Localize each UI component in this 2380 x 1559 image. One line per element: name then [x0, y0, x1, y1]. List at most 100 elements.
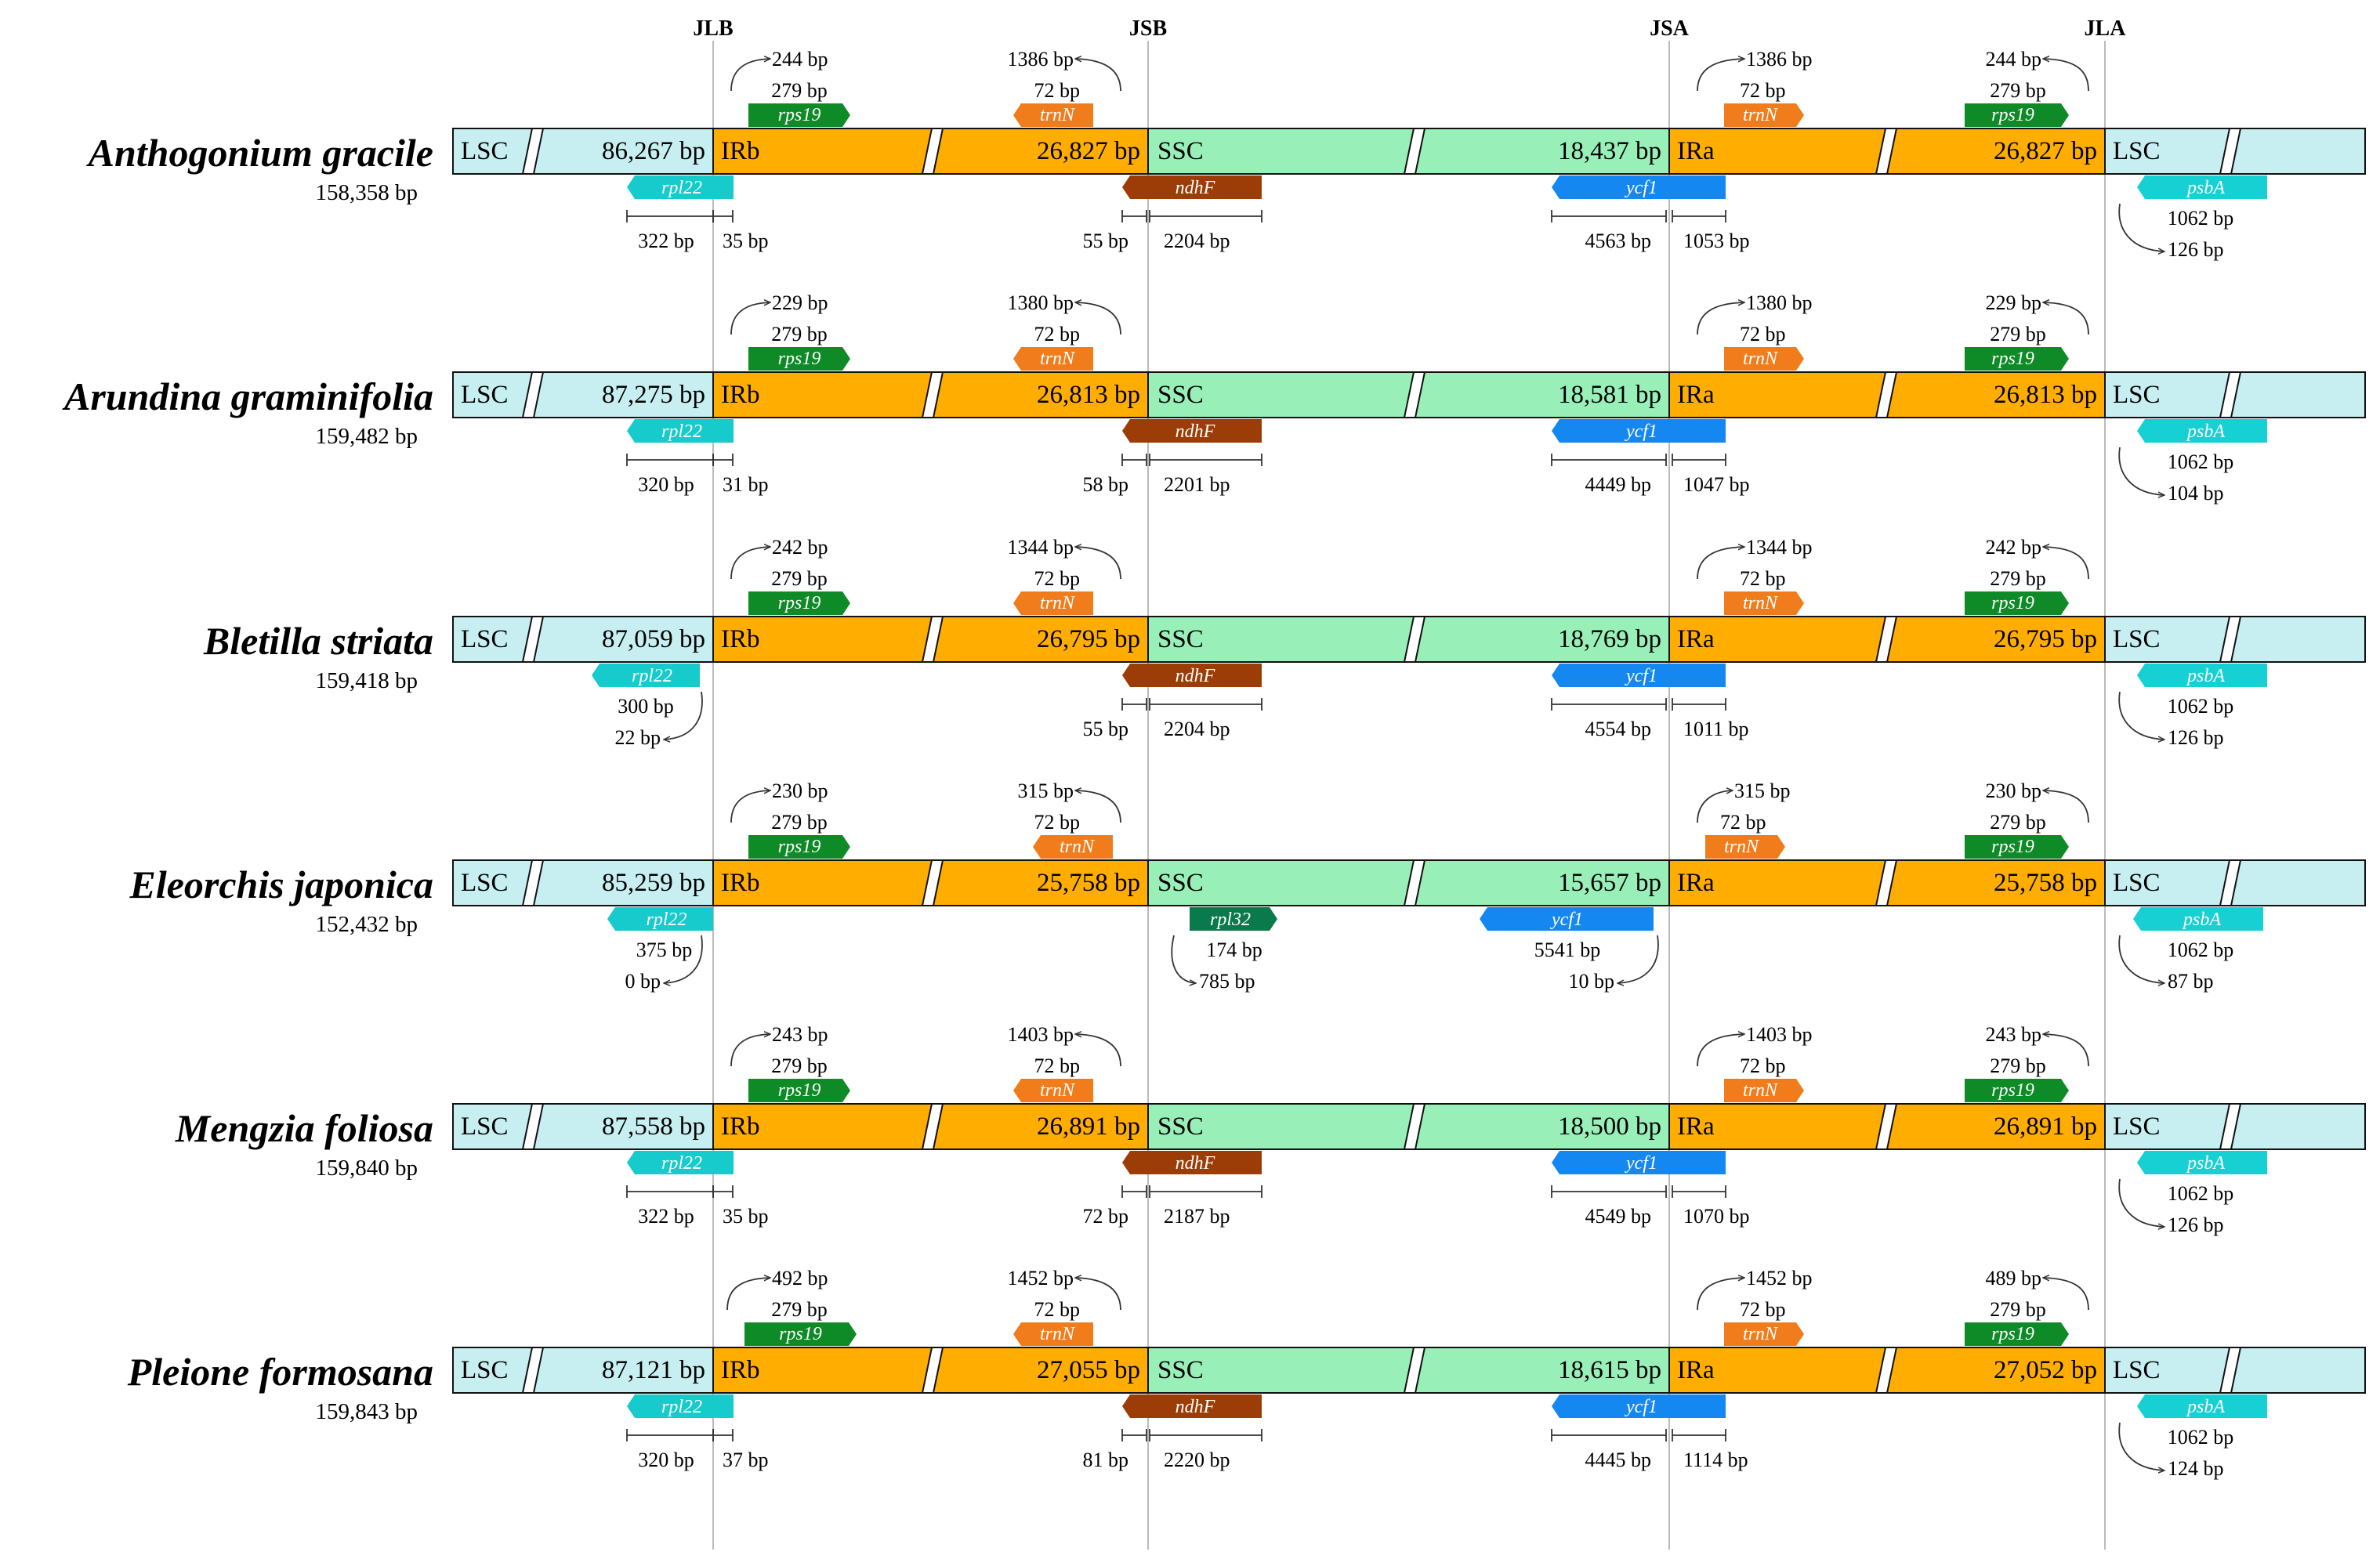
trnN-distance-label: 1344 bp [1746, 536, 1813, 559]
rps19-gene-ira [1965, 347, 2069, 371]
rps19-distance-arrow [2043, 1034, 2089, 1067]
lsc-label: LSC [461, 381, 509, 409]
break-mark [2219, 371, 2242, 418]
trnN-gene-label: trnN [1743, 593, 1779, 613]
break-mark [2219, 1103, 2242, 1150]
rps19-gene-label: rps19 [778, 593, 821, 613]
rps19-gene-label: rps19 [1991, 349, 2034, 369]
break-mark [1875, 616, 1898, 663]
ira-length: 25,758 bp [1994, 869, 2097, 897]
trnN-gene-label: trnN [1040, 593, 1076, 613]
trnN-gene-label: trnN [1040, 1080, 1076, 1101]
break-mark [1875, 371, 1898, 418]
trnN-length-label: 72 bp [1740, 1298, 1786, 1321]
rps19-gene-label: rps19 [1991, 1080, 2034, 1101]
break-mark [921, 1103, 944, 1150]
ycf1-right-length: 1053 bp [1683, 230, 1750, 252]
ssc-length: 18,581 bp [1558, 381, 1661, 409]
rps19-gene-ira [1965, 1322, 2069, 1346]
ndhF-overlap-dimension [1121, 1185, 1147, 1198]
ssc-label: SSC [1157, 1356, 1204, 1384]
ycf1-left-length: 4445 bp [1585, 1449, 1652, 1471]
rpl22-dimension [626, 210, 714, 222]
psbA-gene [2137, 419, 2267, 443]
ycf1-gene-label: ycf1 [1625, 421, 1657, 442]
junction-label-jlb: JLB [693, 16, 733, 41]
rps19-distance-label: 242 bp [1986, 536, 2042, 559]
trnN-length-label: 72 bp [1034, 1054, 1081, 1077]
trnN-length-label: 72 bp [1034, 79, 1081, 102]
ndhF-overlap-dimension [1121, 1429, 1147, 1441]
break-mark [921, 859, 944, 906]
rps19-distance-label: 492 bp [772, 1267, 828, 1290]
rpl22-gene-label: rpl22 [632, 666, 672, 686]
rps19-length-label: 279 bp [1990, 811, 2046, 834]
irb-label: IRb [721, 137, 760, 165]
irb-label: IRb [721, 381, 760, 409]
break-mark [2219, 859, 2242, 906]
rpl32-distance-label: 785 bp [1199, 970, 1255, 993]
ycf1-dimension [1551, 1185, 1667, 1198]
ndhF-gene [1122, 1394, 1262, 1418]
junction-label-jsa: JSA [1650, 16, 1690, 41]
rps19-distance-arrow [730, 59, 770, 92]
rpl32-gene-label: rpl32 [1210, 910, 1251, 930]
trnN-gene-ira [1724, 1322, 1804, 1346]
ycf1-dimension [1551, 210, 1667, 222]
rps19-gene-irb [744, 1322, 857, 1346]
species-row: Arundina graminifolia 159,482 bp LSC 87,275… [62, 291, 2366, 505]
rps19-length-label: 279 bp [771, 811, 828, 834]
rps19-gene-irb [748, 347, 850, 371]
rps19-gene-ira [1965, 103, 2069, 127]
rps19-distance-arrow [730, 790, 770, 823]
psbA-distance-arrow [2118, 1422, 2164, 1470]
ndhF-overlap-dimension [1121, 210, 1147, 222]
ycf1-overlap-dimension [1672, 1429, 1726, 1441]
ycf1-overlap-dimension [1672, 454, 1726, 466]
lsc-length: 85,259 bp [602, 869, 705, 897]
rps19-gene-label: rps19 [778, 349, 821, 369]
species-row: Anthogonium gracile 158,358 bp LSC 86,267 b… [86, 48, 2366, 261]
trnN-length-label: 72 bp [1740, 79, 1786, 102]
lsc-label: LSC [461, 869, 509, 897]
ndhF-gene [1122, 175, 1262, 199]
lsc-label: LSC [2113, 137, 2161, 165]
ira-label: IRa [1677, 381, 1715, 409]
break-mark [1875, 1347, 1898, 1394]
break-mark [1875, 1103, 1898, 1150]
irb-length: 27,055 bp [1037, 1356, 1140, 1384]
lsc-label: LSC [2113, 625, 2161, 653]
break-mark [921, 616, 944, 663]
species-name: Eleorchis japonica [129, 863, 433, 906]
ndhF-overlap-dimension [1121, 454, 1147, 466]
ndhF-right-length: 2201 bp [1164, 473, 1230, 496]
rpl32-gene [1190, 907, 1277, 931]
psbA-gene-label: psbA [2186, 666, 2225, 686]
psbA-gene-label: psbA [2186, 1397, 2225, 1417]
trnN-gene-irb [1013, 1322, 1093, 1346]
ycf1-distance-arrow [1617, 935, 1659, 983]
rpl22-overlap-dimension [712, 1185, 734, 1198]
trnN-distance-arrow [1697, 1034, 1744, 1067]
ira-label: IRa [1677, 137, 1715, 165]
rpl22-left-length: 320 bp [638, 473, 694, 496]
rps19-length-label: 279 bp [771, 567, 828, 590]
trnN-distance-arrow [1075, 302, 1121, 335]
rps19-gene-irb [748, 591, 850, 615]
ira-length: 26,891 bp [1994, 1112, 2097, 1141]
ndhF-overlap-dimension [1121, 698, 1147, 711]
lsc-length: 86,267 bp [602, 137, 705, 165]
break-mark [521, 616, 545, 663]
irb-length: 26,827 bp [1037, 137, 1140, 165]
lsc-region-left [452, 1103, 714, 1150]
ycf1-dimension [1551, 698, 1667, 711]
rps19-gene-ira [1965, 835, 2069, 859]
break-mark [1403, 128, 1426, 175]
rps19-distance-arrow [2043, 547, 2089, 580]
rpl22-gene-label: rpl22 [661, 1153, 702, 1174]
rpl22-gene-label: rpl22 [661, 421, 702, 442]
trnN-gene-ira [1724, 103, 1804, 127]
rps19-gene-irb [748, 835, 850, 859]
trnN-distance-arrow [1697, 302, 1744, 335]
psbA-distance-arrow [2118, 203, 2164, 251]
